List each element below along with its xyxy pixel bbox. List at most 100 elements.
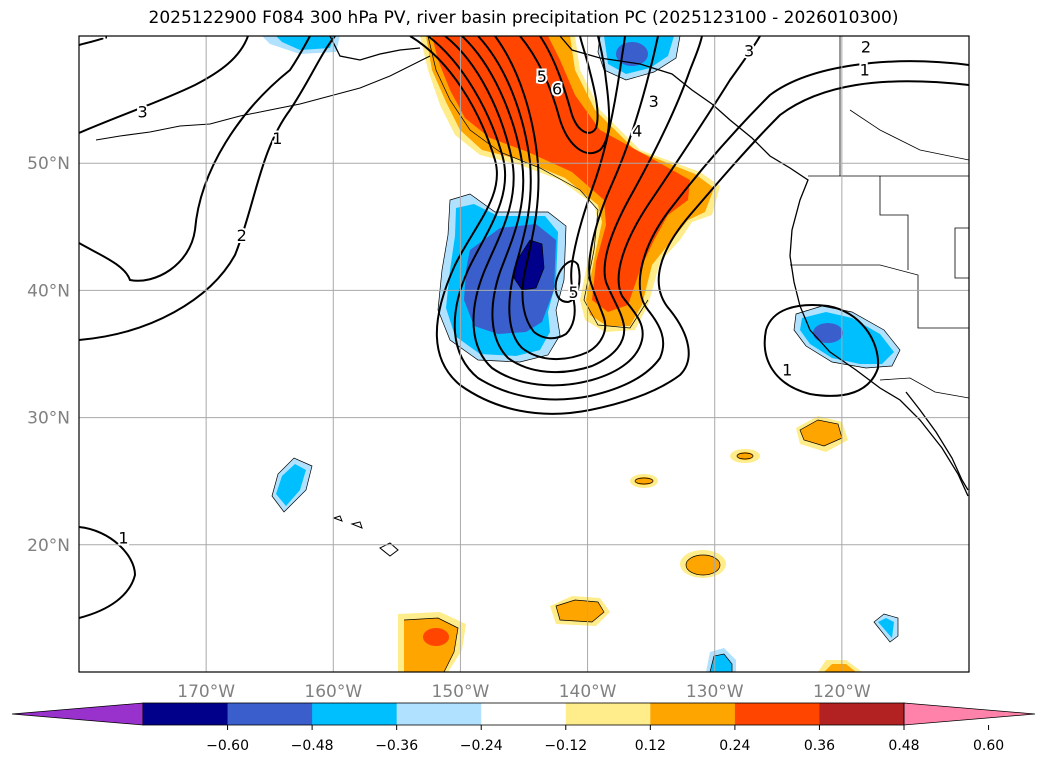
pv-contour-label-halo: 4 <box>99 24 109 43</box>
pv-contour-trough-5 <box>477 36 659 361</box>
pv-contour-label-halo: 3 <box>649 92 659 111</box>
pv-contour-label: 3 <box>649 92 659 111</box>
pv-contour-label: 5 <box>568 283 578 302</box>
colorbar-segment <box>227 703 313 725</box>
shading-patch-1405-mid <box>556 600 604 622</box>
pv-contour-label: 2 <box>237 226 247 245</box>
hawaii-2 <box>350 521 363 529</box>
colorbar-segment <box>565 703 651 725</box>
pv-contour-ca <box>763 304 880 397</box>
lat-tick-label: 40°N <box>27 281 70 301</box>
pv-contour-label-halo: 4 <box>632 121 642 140</box>
shading-patch-130-mid <box>686 555 720 575</box>
colorbar-tick-label: 0.36 <box>804 738 835 754</box>
colorbar-segment <box>312 703 398 725</box>
pv-contour-inner-small <box>554 260 581 304</box>
shading-positive-band-inner <box>432 36 690 312</box>
pv-contour-label-halo: 1 <box>272 129 282 148</box>
colorbar-tick-label: −0.60 <box>206 738 249 754</box>
pv-contour-label: 1 <box>782 361 792 380</box>
pv-contour-label: 1 <box>860 60 870 79</box>
colorbar-extend-low <box>11 702 144 726</box>
shading-negative-sw-mid <box>710 654 732 672</box>
colorbar-tick-label: 0.60 <box>973 738 1004 754</box>
colorbar-segment <box>396 703 482 725</box>
colorbar-segment <box>819 703 905 725</box>
pv-contour-label: 4 <box>99 24 109 43</box>
shading-patch-bottom-mid <box>824 664 856 672</box>
latitude-tick-labels: 50°N 40°N 30°N 20°N <box>27 154 70 556</box>
pv-contour-west-3 <box>79 36 249 134</box>
gridlines <box>79 36 969 672</box>
shading-outlines <box>271 36 901 672</box>
pv-contour-trough-3 <box>444 36 761 387</box>
pv-contour-label: 1 <box>118 529 128 548</box>
pv-contours <box>79 36 969 619</box>
colorbar-segment <box>143 703 229 725</box>
pv-contour-label-halo: 6 <box>552 80 562 99</box>
colorbar-tick-label: 0.24 <box>719 738 750 754</box>
pv-contour-label-halo: 2 <box>237 226 247 245</box>
shading-negative-blob-core <box>514 240 544 290</box>
lon-tick-label: 120°W <box>813 682 871 702</box>
colorbar-tick-label: −0.48 <box>291 738 334 754</box>
lat-tick-label: 30°N <box>27 409 70 429</box>
pv-contour-label: 1 <box>272 129 282 148</box>
lon-tick-label: 140°W <box>559 682 617 702</box>
baja-coast <box>905 391 969 491</box>
lon-tick-label: 170°W <box>177 682 235 702</box>
colorbar-segment <box>650 703 736 725</box>
pv-contour-ak-2 <box>539 36 599 134</box>
pv-contour-trough-2 <box>427 36 969 401</box>
colorbar: −0.60 −0.48 −0.36 −0.24 −0.12 0.12 0.24 0.36 0.4… <box>11 702 1036 754</box>
pv-contour-sw <box>79 526 137 619</box>
lon-tick-label: 150°W <box>432 682 490 702</box>
colorbar-segment <box>734 703 820 725</box>
pv-contour-label-halo: 1 <box>860 60 870 79</box>
pv-contour-label-halo: 1 <box>118 529 128 548</box>
coastlines <box>95 36 969 557</box>
pv-contour-west-2 <box>79 36 311 282</box>
colorbar-tick-label: −0.36 <box>375 738 418 754</box>
hawaii-3 <box>332 515 343 522</box>
pv-contour-label: 4 <box>632 121 642 140</box>
shading-patch-121-mid <box>800 420 842 446</box>
pv-contour-trough-4 <box>461 36 703 374</box>
colorbar-tick-label: 0.12 <box>635 738 666 754</box>
colorbar-extend-high <box>903 702 1036 726</box>
pv-contour-ak-1 <box>519 36 611 155</box>
north-america-coast <box>559 36 969 497</box>
pv-contour-label-halo: 5 <box>568 283 578 302</box>
pv-contour-label: 3 <box>137 102 147 121</box>
pv-contour-trough-1 <box>409 36 969 415</box>
colorbar-tick-label: 0.48 <box>888 738 919 754</box>
pv-contour-label-halo: 2 <box>861 38 871 57</box>
chart-title: 2025122900 F084 300 hPa PV, river basin … <box>148 8 899 28</box>
pv-contour-west-4 <box>79 36 111 46</box>
colorbar-frame <box>142 702 905 726</box>
shading-negative-se-mid <box>878 618 894 638</box>
pv-contour-label-halo: 3 <box>137 102 147 121</box>
pv-contour-label-halo: 1 <box>782 361 792 380</box>
lon-tick-label: 160°W <box>304 682 362 702</box>
longitude-tick-labels: 170°W 160°W 150°W 140°W 130°W 120°W <box>177 682 871 702</box>
colorbar-tick-label: −0.24 <box>460 738 503 754</box>
shading-patch-128-mid <box>737 452 753 460</box>
shading-negative-coast-core <box>813 323 843 343</box>
pv-contour-label: 2 <box>861 38 871 57</box>
pv-contour-label-halo: 3 <box>744 41 754 60</box>
shading-negative-top-mid <box>276 36 334 50</box>
shading-patch-sw-core <box>423 628 449 646</box>
pv-contour-label-halo: 5 <box>537 67 547 86</box>
borders <box>790 36 969 399</box>
lat-tick-label: 50°N <box>27 154 70 174</box>
lat-tick-label: 20°N <box>27 536 70 556</box>
aleutians <box>95 55 431 141</box>
pv-contour-west-1 <box>79 36 336 341</box>
alaska-coast <box>329 36 421 61</box>
pv-contour-label: 3 <box>744 41 754 60</box>
pv-contour-label: 5 <box>537 67 547 86</box>
